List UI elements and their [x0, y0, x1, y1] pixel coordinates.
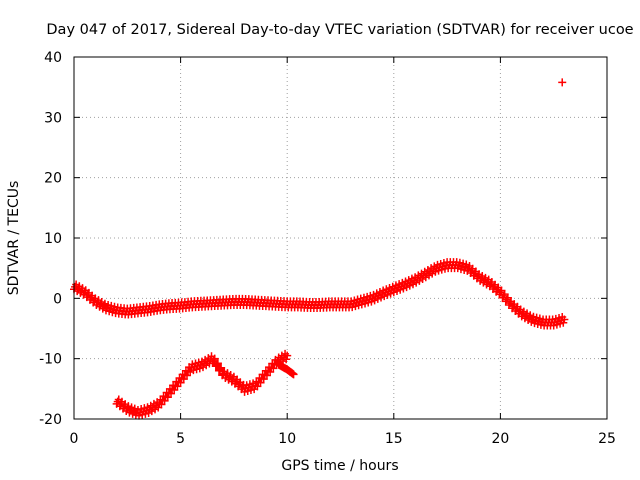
y-axis-label: SDTVAR / TECUs	[6, 181, 22, 296]
y-tick-label: -20	[39, 412, 62, 428]
data-point	[213, 359, 222, 368]
axis-ticks: 0 5 10 15 20 25 -20 -10 0 10 20 30 40	[39, 50, 616, 447]
data-point	[212, 360, 221, 369]
data-points	[70, 78, 569, 420]
data-point	[289, 370, 298, 379]
data-point	[283, 351, 292, 360]
x-tick-label: 15	[385, 431, 403, 447]
data-point	[210, 354, 219, 363]
series-main-band	[70, 258, 569, 330]
x-tick-label: 25	[598, 431, 616, 447]
data-point	[209, 356, 218, 365]
series-tail	[274, 360, 298, 379]
y-tick-label: 0	[53, 291, 62, 307]
x-tick-label: 5	[176, 431, 185, 447]
y-tick-label: -10	[39, 352, 62, 368]
chart-title: Day 047 of 2017, Sidereal Day-to-day VTE…	[46, 22, 633, 38]
data-point	[560, 315, 569, 324]
x-tick-label: 10	[278, 431, 296, 447]
data-point	[216, 365, 225, 374]
y-tick-label: 30	[44, 110, 62, 126]
y-tick-label: 10	[44, 231, 62, 247]
plot-frame	[73, 56, 608, 420]
data-point	[282, 355, 291, 364]
series-outlier	[558, 78, 567, 87]
y-tick-label: 40	[44, 50, 62, 66]
data-point	[558, 78, 567, 87]
x-axis-label: GPS time / hours	[281, 458, 398, 474]
x-tick-label: 0	[70, 431, 79, 447]
y-tick-label: 20	[44, 171, 62, 187]
x-tick-label: 20	[491, 431, 509, 447]
grid-lines	[74, 57, 607, 419]
series-lower-arc	[112, 349, 292, 420]
